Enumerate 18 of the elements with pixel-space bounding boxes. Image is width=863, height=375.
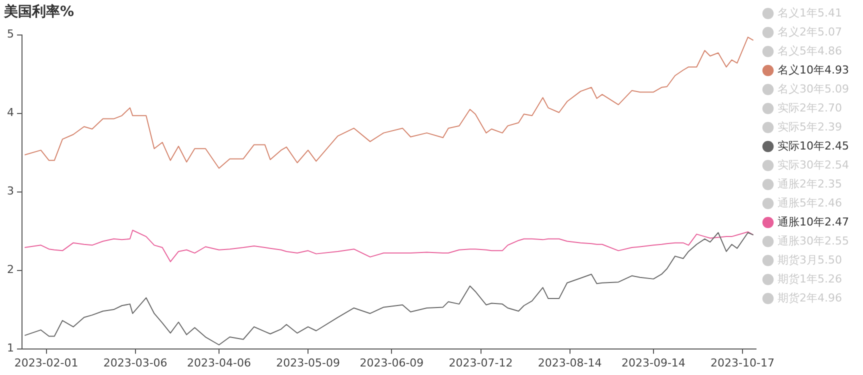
y-tick-label: 4 xyxy=(7,106,14,120)
x-tick-label: 2023-08-14 xyxy=(538,356,602,370)
y-tick-label: 1 xyxy=(7,342,14,355)
legend-label: 实际10年2.45 xyxy=(778,139,850,152)
x-tick-label: 2023-07-12 xyxy=(448,356,513,370)
x-tick-label: 2023-09-14 xyxy=(621,356,686,370)
x-tick-label: 2023-05-09 xyxy=(276,356,340,370)
y-tick-label: 3 xyxy=(7,184,14,198)
chart-title: 美国利率% xyxy=(3,3,74,20)
legend-label: 名义10年4.93 xyxy=(778,63,850,76)
x-tick-label: 2023-03-06 xyxy=(103,356,168,370)
x-tick-label: 2023-04-06 xyxy=(187,356,251,370)
y-tick-label: 5 xyxy=(7,28,14,41)
legend-label: 通胀10年2.47 xyxy=(778,215,850,228)
y-tick-label: 2 xyxy=(7,263,14,276)
x-tick-label: 2023-06-09 xyxy=(360,356,424,370)
x-tick-label: 2023-10-17 xyxy=(710,356,774,370)
x-tick-label: 2023-02-01 xyxy=(14,356,78,370)
